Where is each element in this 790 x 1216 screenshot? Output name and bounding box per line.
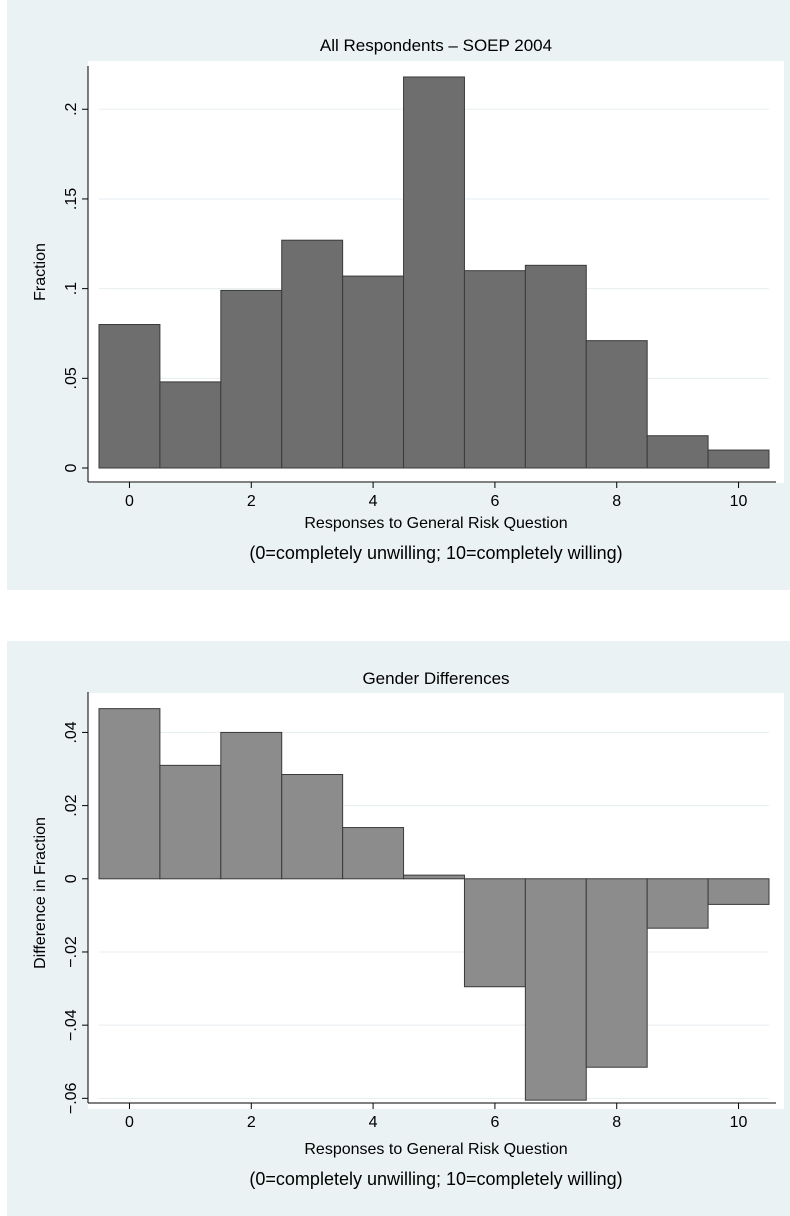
y-tick-label-2: .1 (63, 282, 80, 295)
axes: −.06 −.04 −.02 0 .02 .04 0 2 4 6 8 10 (63, 692, 776, 1131)
bar-4 (342, 275, 405, 469)
x-tick-label-5: 10 (730, 493, 748, 510)
y-tick-label-1: .05 (63, 367, 80, 389)
x-axis-note: (0=completely unwilling; 10=completely w… (249, 1169, 622, 1189)
bar-5 (403, 874, 465, 880)
bar-6 (463, 878, 526, 988)
x-tick-label-3: 6 (490, 1114, 499, 1131)
bar-2 (220, 731, 283, 880)
y-tick-label-0: −.06 (63, 1082, 80, 1114)
x-tick-label-4: 8 (612, 493, 621, 510)
bars (98, 76, 770, 469)
bar-7 (524, 264, 587, 469)
chart-panel-all-respondents: 0 .05 .1 .15 .2 0 2 4 6 8 10 All Respondents – SOE… (7, 0, 790, 590)
x-tick-label-1: 2 (247, 493, 256, 510)
y-tick-label-1: −.04 (63, 1009, 80, 1041)
bar-1 (159, 381, 222, 469)
bar-5 (403, 76, 465, 469)
y-axis-label: Fraction (32, 243, 49, 301)
bar-0 (98, 708, 161, 880)
y-tick-label-5: .04 (63, 721, 80, 743)
bar-9 (646, 435, 709, 469)
bar-0 (98, 324, 161, 469)
bar-9 (646, 878, 709, 929)
bar-3 (281, 774, 344, 880)
x-axis-note: (0=completely unwilling; 10=completely w… (249, 543, 622, 563)
x-tick-label-0: 0 (125, 493, 134, 510)
bar-2 (220, 289, 283, 469)
x-tick-label-1: 2 (247, 1114, 256, 1131)
y-axis-label: Difference in Fraction (32, 817, 49, 969)
x-tick-label-2: 4 (369, 493, 378, 510)
y-tick-label-4: .02 (63, 794, 80, 816)
chart-title: Gender Differences (362, 669, 509, 688)
chart-panel-gender-differences: −.06 −.04 −.02 0 .02 .04 0 2 4 6 8 10 Gender Differ… (7, 641, 790, 1216)
bar-4 (342, 827, 405, 880)
x-tick-label-0: 0 (125, 1114, 134, 1131)
bars (98, 708, 770, 1101)
x-axis-label: Responses to General Risk Question (304, 515, 567, 532)
bar-1 (159, 764, 222, 880)
histogram-all-respondents: 0 .05 .1 .15 .2 0 2 4 6 8 10 All Respondents – SOE… (32, 36, 784, 563)
bar-10 (707, 449, 770, 469)
y-tick-label-3: 0 (63, 874, 80, 883)
x-tick-label-3: 6 (490, 493, 499, 510)
x-tick-label-5: 10 (730, 1114, 748, 1131)
bar-6 (463, 270, 526, 469)
x-tick-label-2: 4 (369, 1114, 378, 1131)
histogram-gender-differences: −.06 −.04 −.02 0 .02 .04 0 2 4 6 8 10 Gender Differ… (32, 669, 784, 1189)
y-tick-label-3: .15 (63, 188, 80, 210)
x-axis-label: Responses to General Risk Question (304, 1141, 567, 1158)
bar-8 (585, 878, 648, 1068)
bar-8 (585, 340, 648, 469)
bar-10 (707, 878, 770, 905)
y-tick-label-2: −.02 (63, 936, 80, 968)
chart-title: All Respondents – SOEP 2004 (320, 36, 552, 55)
x-tick-label-4: 8 (612, 1114, 621, 1131)
bar-7 (524, 878, 587, 1101)
y-tick-label-0: 0 (63, 463, 80, 472)
y-tick-label-4: .2 (63, 102, 80, 115)
bar-3 (281, 239, 344, 469)
axes: 0 .05 .1 .15 .2 0 2 4 6 8 10 (63, 66, 776, 510)
